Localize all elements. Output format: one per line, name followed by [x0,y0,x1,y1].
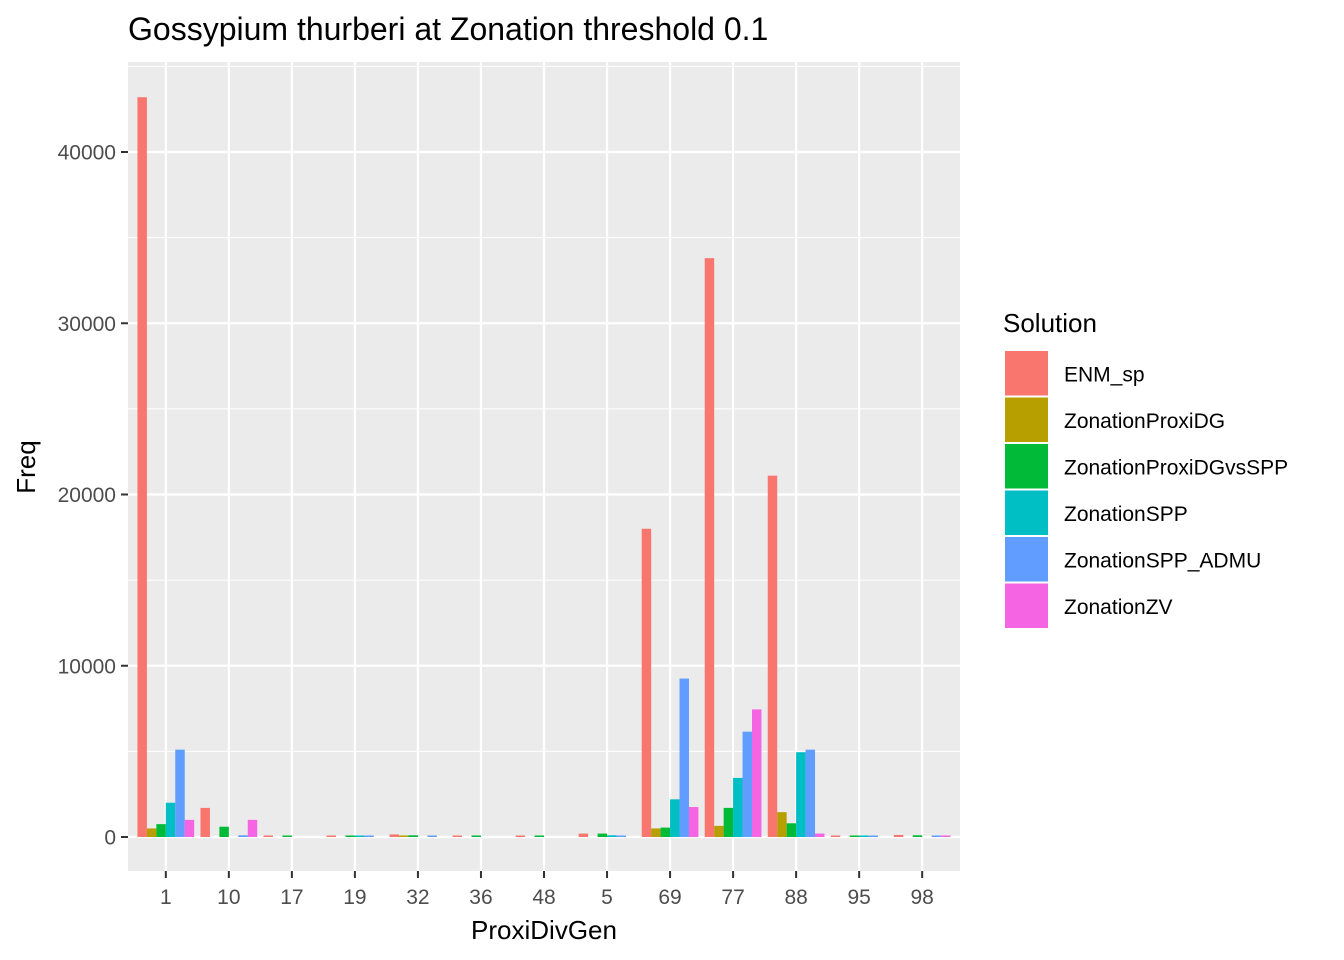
y-tick-label: 0 [104,827,116,850]
bar [777,812,787,837]
bar [354,835,365,837]
bar [364,835,374,837]
bars-group [137,97,951,837]
bar [733,777,743,837]
bar [389,834,400,837]
bar [688,807,699,837]
bar [156,824,166,837]
bar [534,835,544,837]
bar [670,799,680,837]
bar [597,833,608,837]
chart-title: Gossypium thurberi at Zonation threshold… [128,11,768,47]
bar [616,835,626,837]
bar [238,835,248,837]
bar [219,826,229,837]
legend-label: ZonationSPP_ADMU [1064,549,1261,572]
bar [578,833,589,837]
legend-key [1005,351,1048,396]
bar [427,835,437,837]
bar [859,835,869,837]
bar [452,835,463,837]
x-tick-label: 69 [658,886,681,909]
x-tick-label: 19 [343,886,366,909]
legend-title: Solution [1003,308,1097,338]
bar [326,835,336,837]
bar [786,823,797,837]
x-tick-label: 88 [784,886,807,909]
x-tick-label: 32 [406,886,429,909]
x-tick-label: 5 [601,886,613,909]
y-tick-label: 40000 [58,142,116,165]
bar [714,825,724,837]
bar [767,475,778,837]
bar [515,835,526,837]
bar [912,835,923,837]
legend-key [1005,444,1048,489]
bar [830,835,841,837]
y-tick-label: 20000 [58,484,116,507]
y-axis: 0 10000 20000 30000 40000 [58,142,128,850]
bar [893,834,904,837]
bar [641,528,652,837]
x-axis-title: ProxiDivGen [471,915,617,945]
bar [660,827,671,837]
bar [137,97,147,837]
bar [849,835,860,837]
x-axis: 1 10 17 19 32 36 48 5 69 77 88 95 98 [160,871,934,909]
bar [941,835,951,837]
bar [796,752,806,837]
y-tick-label: 30000 [58,313,116,336]
bar [184,819,195,837]
bar [651,828,661,837]
bar [263,835,273,837]
legend-label: ZonationProxiDGvsSPP [1064,456,1288,479]
bar [399,835,409,837]
legend-label: ENM_sp [1064,363,1145,386]
x-tick-label: 1 [160,886,172,909]
bar [200,807,210,837]
legend: Solution ENM_sp ZonationProxiDG ZonationPr… [1003,308,1288,628]
bar [815,833,825,837]
legend-label: ZonationZV [1064,596,1173,619]
legend-key [1005,397,1048,442]
grid-lines [128,62,960,871]
x-tick-label: 95 [847,886,870,909]
bar [805,749,816,837]
bar [247,819,258,837]
bar [752,709,762,837]
bar [175,749,185,837]
bar [282,835,292,837]
x-tick-label: 98 [911,886,934,909]
bar [408,835,418,837]
legend-key [1005,537,1048,582]
x-tick-label: 17 [280,886,303,909]
bar [607,835,617,837]
bar [723,807,734,837]
x-tick-label: 36 [469,886,492,909]
bar [931,835,942,837]
bar [165,802,176,837]
legend-label: ZonationProxiDG [1064,410,1225,433]
x-tick-label: 77 [721,886,744,909]
bar [868,835,879,837]
bar [704,258,715,837]
legend-key [1005,583,1048,628]
bar [471,835,481,837]
x-tick-label: 48 [532,886,555,909]
legend-label: ZonationSPP [1064,503,1188,526]
y-axis-title: Freq [11,440,41,493]
y-tick-label: 10000 [58,655,116,678]
bar [345,835,355,837]
bar [742,731,752,837]
x-tick-label: 10 [217,886,240,909]
bar [146,828,157,837]
bar [679,678,689,837]
legend-key [1005,490,1048,535]
